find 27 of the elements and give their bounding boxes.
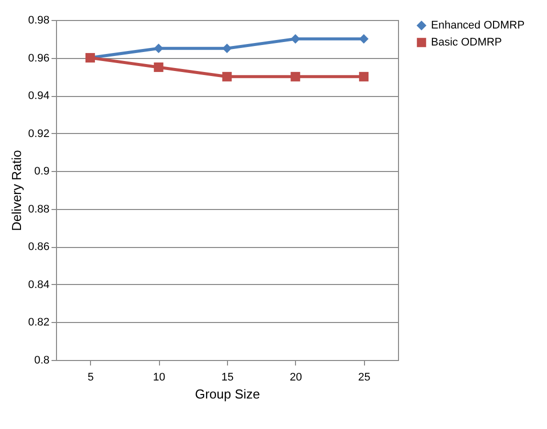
x-tick-label: 20 bbox=[290, 372, 302, 384]
y-tick-label: 0.98 bbox=[28, 14, 50, 26]
x-tick-label: 25 bbox=[358, 372, 370, 384]
y-tick-label: 0.88 bbox=[28, 203, 50, 216]
point bbox=[222, 44, 232, 54]
legend-label: Basic ODMRP bbox=[431, 36, 502, 48]
y-tick-label: 0.82 bbox=[28, 316, 50, 329]
point bbox=[359, 72, 369, 82]
point bbox=[290, 72, 300, 82]
point bbox=[154, 44, 164, 54]
point bbox=[222, 72, 232, 82]
y-tick-label: 0.9 bbox=[34, 166, 50, 178]
x-tick-label: 5 bbox=[88, 372, 94, 384]
point bbox=[290, 34, 300, 44]
x-tick-label: 15 bbox=[221, 372, 234, 384]
y-tick-label: 0.92 bbox=[28, 128, 50, 140]
y-tick-label: 0.84 bbox=[28, 278, 50, 291]
x-axis-title: Group Size bbox=[194, 386, 260, 402]
y-tick-label: 0.94 bbox=[28, 90, 50, 102]
y-tick-label: 0.8 bbox=[34, 354, 50, 366]
x-tick-label: 10 bbox=[152, 372, 166, 384]
y-tick-label: 0.86 bbox=[28, 241, 50, 254]
legend-label: Enhanced ODMRP bbox=[431, 20, 525, 32]
y-tick-label: 0.96 bbox=[28, 52, 50, 64]
point bbox=[154, 62, 164, 72]
point bbox=[359, 34, 369, 44]
y-axis-title: Delivery Ratio bbox=[9, 150, 24, 231]
